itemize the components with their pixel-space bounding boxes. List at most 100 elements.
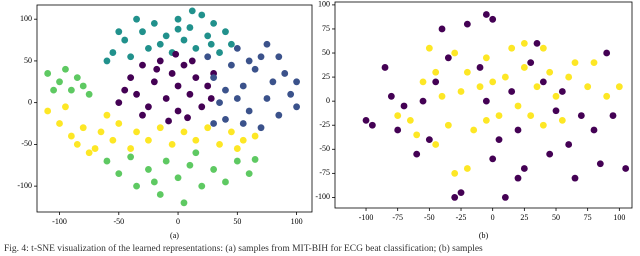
plot-area	[44, 7, 300, 207]
point	[153, 65, 161, 73]
point	[121, 86, 129, 94]
point	[539, 121, 547, 129]
point	[204, 32, 212, 40]
point	[222, 86, 229, 94]
point	[245, 170, 253, 178]
point	[233, 45, 241, 52]
point	[406, 117, 414, 124]
point	[251, 65, 259, 73]
x-tick-label: 50	[233, 217, 241, 226]
point	[180, 199, 188, 207]
point	[489, 155, 497, 163]
x-tick-label: -100	[52, 217, 67, 226]
point	[174, 15, 182, 23]
point	[263, 95, 271, 102]
point	[514, 126, 522, 134]
point	[609, 112, 617, 119]
point	[451, 49, 459, 57]
point	[381, 64, 389, 71]
point	[150, 78, 158, 86]
point	[145, 103, 152, 111]
point	[508, 88, 516, 95]
point	[210, 19, 218, 27]
point	[67, 132, 75, 140]
point	[180, 128, 188, 136]
point	[85, 90, 93, 98]
y-tick-label: -25	[319, 120, 330, 129]
point	[198, 103, 206, 111]
point	[216, 49, 223, 56]
point	[73, 74, 81, 82]
point	[207, 40, 215, 48]
point	[245, 107, 253, 115]
point	[127, 74, 135, 82]
point	[571, 59, 579, 67]
point	[603, 92, 611, 100]
point	[233, 157, 241, 165]
point	[615, 83, 623, 91]
point	[192, 74, 200, 82]
point	[168, 70, 176, 77]
point	[501, 73, 509, 81]
point	[520, 165, 528, 172]
point	[590, 59, 598, 67]
point	[501, 194, 509, 201]
point	[210, 120, 218, 127]
point	[482, 117, 490, 124]
point	[603, 49, 611, 57]
point	[44, 70, 52, 77]
point	[97, 128, 105, 136]
point	[444, 54, 452, 62]
y-tick-label: 0	[326, 96, 330, 105]
point	[400, 102, 408, 110]
point	[362, 117, 370, 124]
point	[162, 95, 170, 102]
point	[133, 15, 140, 23]
point	[482, 97, 490, 105]
point	[180, 61, 188, 69]
x-tick-label: 0	[176, 217, 180, 226]
point	[245, 57, 253, 65]
point	[174, 107, 182, 115]
point	[432, 78, 440, 86]
point	[444, 121, 452, 129]
point	[174, 174, 182, 182]
point	[457, 88, 465, 95]
point	[127, 53, 135, 61]
point	[204, 53, 212, 61]
point	[216, 140, 223, 148]
y-tick-label: -100	[315, 192, 330, 201]
point	[186, 90, 194, 98]
plot-area	[362, 11, 630, 201]
axes-frame	[36, 4, 313, 213]
y-tick-label: -100	[17, 181, 32, 190]
x-tick-label: 75	[584, 213, 592, 222]
point	[438, 25, 446, 33]
point	[207, 95, 215, 102]
point	[222, 115, 229, 123]
point	[565, 141, 573, 148]
point	[188, 7, 196, 15]
point	[269, 78, 277, 86]
point	[482, 54, 490, 62]
point	[174, 82, 182, 90]
point	[476, 64, 484, 71]
point	[263, 40, 271, 48]
point	[156, 40, 164, 48]
point	[413, 131, 421, 139]
x-tick-label: 100	[291, 217, 303, 226]
point	[103, 157, 111, 165]
point	[62, 103, 69, 111]
point	[432, 68, 440, 76]
point	[293, 103, 300, 111]
point	[577, 112, 585, 119]
point	[139, 61, 146, 69]
point	[85, 149, 93, 157]
point	[281, 70, 289, 77]
point	[139, 111, 146, 119]
point	[275, 53, 283, 61]
point	[520, 64, 528, 71]
point	[198, 11, 206, 19]
point	[216, 99, 223, 107]
